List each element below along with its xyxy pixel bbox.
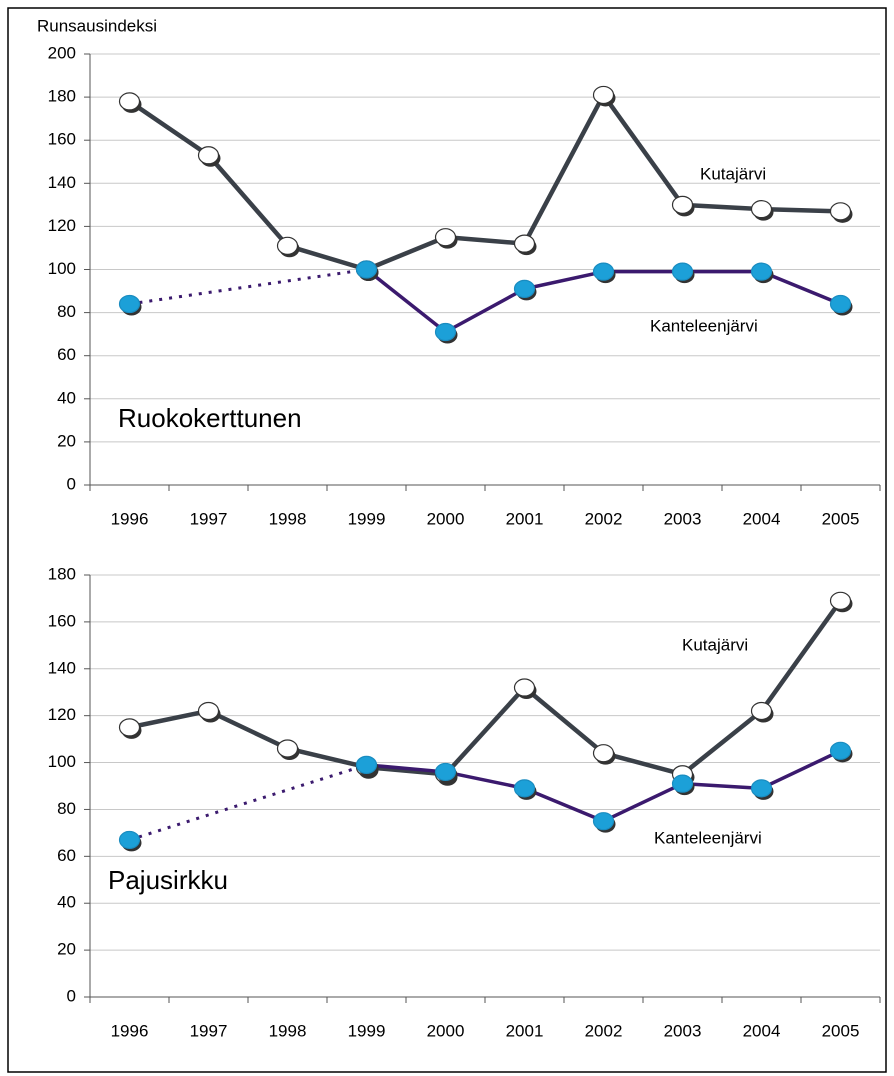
marker — [592, 812, 615, 831]
chart-title: Pajusirkku — [108, 865, 228, 895]
x-tick-label: 2004 — [743, 509, 781, 528]
x-tick-label: 2004 — [743, 1021, 781, 1040]
y-tick-label: 180 — [48, 87, 76, 106]
marker — [671, 774, 694, 793]
y-tick-label: 100 — [48, 259, 76, 278]
marker — [197, 701, 220, 721]
x-tick-label: 1998 — [269, 1021, 307, 1040]
marker — [750, 262, 773, 281]
x-tick-label: 2002 — [585, 509, 623, 528]
x-tick-label: 2002 — [585, 1021, 623, 1040]
marker — [276, 236, 299, 255]
marker — [829, 741, 852, 760]
marker — [750, 779, 773, 798]
y-tick-label: 60 — [57, 846, 76, 865]
y-tick-label: 140 — [48, 173, 76, 192]
series-label: Kutajärvi — [700, 164, 766, 183]
marker — [434, 228, 457, 247]
marker — [750, 701, 773, 721]
chart-title: Ruokokerttunen — [118, 403, 302, 433]
y-tick-label: 40 — [57, 893, 76, 912]
x-tick-label: 2005 — [822, 1021, 860, 1040]
x-tick-label: 1999 — [348, 509, 386, 528]
series-label: Kanteleenjärvi — [650, 316, 758, 335]
marker — [513, 234, 536, 253]
series-line — [128, 92, 841, 272]
marker — [355, 755, 378, 775]
marker — [434, 762, 457, 782]
y-tick-label: 80 — [57, 799, 76, 818]
marker — [513, 779, 536, 798]
x-tick-label: 2003 — [664, 509, 702, 528]
series-label: Kutajärvi — [682, 635, 748, 654]
y-tick-label: 20 — [57, 940, 76, 959]
marker — [355, 260, 378, 279]
marker — [829, 591, 852, 610]
x-tick-label: 2000 — [427, 509, 465, 528]
x-tick-label: 2003 — [664, 1021, 702, 1040]
marker — [592, 85, 615, 105]
series-line — [129, 599, 843, 777]
y-tick-label: 20 — [57, 431, 76, 450]
y-tick-label: 0 — [67, 986, 76, 1005]
marker — [118, 294, 141, 314]
y-tick-label: 60 — [57, 345, 76, 364]
x-tick-label: 1997 — [190, 509, 228, 528]
x-tick-label: 1996 — [111, 509, 149, 528]
y-tick-label: 160 — [48, 611, 76, 630]
marker — [118, 830, 141, 850]
marker — [671, 195, 694, 214]
x-tick-label: 1996 — [111, 1021, 149, 1040]
x-tick-label: 2005 — [822, 509, 860, 528]
marker — [118, 92, 141, 111]
gap-connector — [129, 763, 367, 842]
y-tick-label: 80 — [57, 302, 76, 321]
series-label: Kanteleenjärvi — [654, 828, 762, 847]
y-axis-label: Runsausindeksi — [37, 16, 157, 35]
marker — [276, 739, 299, 758]
marker — [592, 262, 615, 281]
x-tick-label: 1998 — [269, 509, 307, 528]
y-tick-label: 120 — [48, 216, 76, 235]
marker — [513, 678, 536, 697]
marker — [118, 718, 141, 737]
marker — [750, 200, 773, 219]
marker — [671, 262, 694, 281]
frame — [7, 7, 887, 1073]
y-tick-label: 200 — [48, 43, 76, 62]
marker — [829, 294, 852, 314]
x-tick-label: 2001 — [506, 509, 544, 528]
x-tick-label: 1997 — [190, 1021, 228, 1040]
y-tick-label: 100 — [48, 752, 76, 771]
marker — [434, 322, 457, 342]
y-tick-label: 40 — [57, 388, 76, 407]
x-tick-label: 2001 — [506, 1021, 544, 1040]
marker — [592, 744, 615, 763]
x-tick-label: 2000 — [427, 1021, 465, 1040]
marker — [197, 146, 220, 165]
x-tick-label: 1999 — [348, 1021, 386, 1040]
marker — [513, 279, 536, 298]
marker — [829, 202, 852, 221]
y-tick-label: 120 — [48, 705, 76, 724]
y-tick-label: 0 — [67, 474, 76, 493]
y-tick-label: 140 — [48, 658, 76, 677]
y-tick-label: 160 — [48, 130, 76, 149]
y-tick-label: 180 — [48, 564, 76, 583]
